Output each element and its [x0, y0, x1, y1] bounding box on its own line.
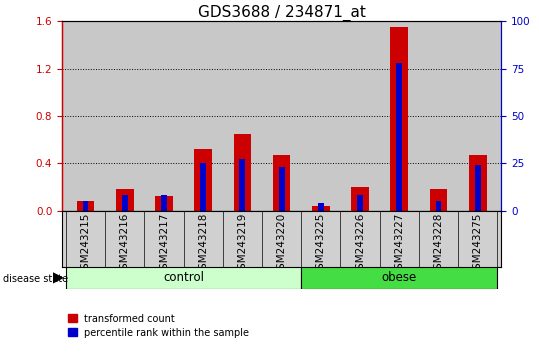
Bar: [122, 195, 128, 211]
Text: obese: obese: [382, 272, 417, 284]
Bar: [430, 189, 447, 211]
Bar: [351, 187, 369, 211]
Text: GSM243217: GSM243217: [159, 212, 169, 276]
Text: disease state: disease state: [3, 274, 68, 284]
Text: GSM243218: GSM243218: [198, 212, 208, 276]
Text: GSM243228: GSM243228: [433, 212, 444, 276]
Bar: [77, 201, 94, 211]
Bar: [233, 134, 251, 211]
Bar: [475, 165, 481, 211]
Bar: [239, 160, 245, 211]
Bar: [396, 63, 402, 211]
Bar: [390, 27, 408, 211]
Bar: [82, 201, 88, 211]
Text: GSM243220: GSM243220: [277, 212, 287, 275]
Legend: transformed count, percentile rank within the sample: transformed count, percentile rank withi…: [64, 310, 253, 342]
Text: GSM243225: GSM243225: [316, 212, 326, 276]
Text: GSM243275: GSM243275: [473, 212, 483, 276]
Text: GSM243219: GSM243219: [237, 212, 247, 276]
Bar: [436, 201, 441, 211]
Text: control: control: [163, 272, 204, 284]
Bar: [66, 267, 301, 289]
Bar: [155, 196, 173, 211]
Polygon shape: [53, 273, 63, 283]
Bar: [469, 155, 487, 211]
Text: GSM243227: GSM243227: [395, 212, 404, 276]
Bar: [273, 155, 291, 211]
Bar: [318, 203, 324, 211]
Title: GDS3688 / 234871_at: GDS3688 / 234871_at: [198, 5, 365, 21]
Text: GSM243226: GSM243226: [355, 212, 365, 276]
Bar: [116, 189, 134, 211]
Bar: [161, 195, 167, 211]
Bar: [201, 163, 206, 211]
Text: GSM243215: GSM243215: [80, 212, 91, 276]
Bar: [301, 267, 497, 289]
Bar: [195, 149, 212, 211]
Text: GSM243216: GSM243216: [120, 212, 130, 276]
Bar: [312, 206, 330, 211]
Bar: [279, 167, 285, 211]
Bar: [357, 195, 363, 211]
